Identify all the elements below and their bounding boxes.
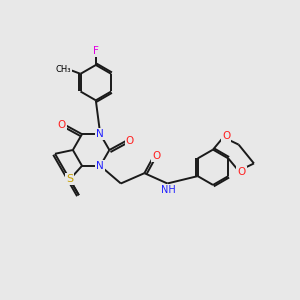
Text: N: N bbox=[96, 129, 104, 139]
Text: F: F bbox=[93, 46, 99, 56]
Text: N: N bbox=[96, 161, 104, 171]
Text: O: O bbox=[126, 136, 134, 146]
Text: NH: NH bbox=[161, 185, 176, 195]
Text: CH₃: CH₃ bbox=[56, 65, 71, 74]
Text: O: O bbox=[57, 120, 65, 130]
Text: O: O bbox=[222, 131, 230, 141]
Text: O: O bbox=[237, 167, 246, 177]
Text: O: O bbox=[152, 151, 160, 160]
Text: S: S bbox=[66, 174, 73, 184]
